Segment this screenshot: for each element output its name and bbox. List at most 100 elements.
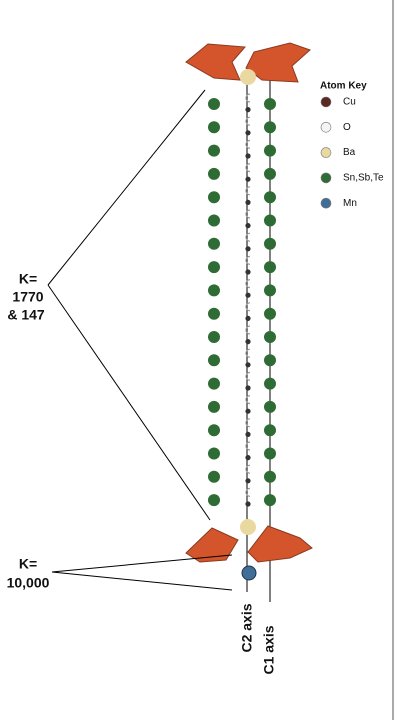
cu-atom — [245, 315, 251, 321]
k-line — [47, 89, 206, 286]
o-atom — [245, 487, 251, 497]
sn-atom — [264, 144, 276, 157]
o-atom — [245, 325, 251, 335]
sn-atom — [208, 214, 220, 227]
o-atom — [245, 418, 251, 428]
c1-axis-label: C1 axis — [261, 625, 277, 674]
sn-atom — [264, 354, 276, 367]
ba-atom — [240, 519, 256, 535]
k-label: 10,000 — [7, 575, 50, 591]
o-atom — [245, 209, 251, 219]
c2-axis-label: C2 axis — [239, 603, 255, 652]
octahedron — [185, 43, 247, 81]
sn-atom — [208, 424, 220, 437]
o-atom — [245, 255, 251, 265]
cu-atom — [245, 176, 251, 182]
sn-atom — [208, 167, 220, 180]
cu-atom — [245, 501, 251, 507]
sn-atom — [264, 284, 276, 297]
sn-atom — [264, 377, 276, 390]
cu-atom — [245, 223, 251, 229]
legend-swatch — [320, 122, 332, 133]
o-atom — [245, 464, 251, 474]
legend: Cu O Ba Sn,Sb,Te Mn — [320, 96, 384, 209]
sn-atom — [208, 144, 220, 157]
cu-atom — [245, 153, 251, 159]
o-atom — [245, 441, 251, 451]
octahedron — [185, 527, 239, 563]
sn-atom — [264, 307, 276, 320]
k-line — [51, 554, 233, 573]
mn-atom — [241, 565, 257, 581]
cu-atom — [245, 246, 251, 252]
ba-atom — [240, 69, 256, 85]
o-atom — [245, 279, 251, 289]
legend-label: Ba — [343, 147, 356, 158]
sn-atom — [208, 284, 220, 297]
cu-atom — [245, 269, 251, 275]
sn-atom — [208, 400, 220, 413]
legend-swatch — [320, 197, 332, 209]
cu-atom — [245, 107, 251, 113]
sn-atom — [264, 261, 276, 274]
sn-atom — [208, 377, 220, 390]
cu-atom — [245, 455, 251, 461]
sn-atom — [208, 307, 220, 320]
legend-swatch — [320, 172, 332, 184]
legend-swatch — [320, 147, 332, 158]
sn-atom — [208, 494, 220, 507]
o-atom — [245, 302, 251, 312]
o-atom — [245, 163, 251, 173]
sn-atom — [264, 121, 276, 134]
o-atom — [245, 186, 251, 196]
o-atom — [245, 116, 251, 126]
sn-atom — [208, 331, 220, 343]
o-atom — [245, 139, 251, 149]
o-atom — [245, 395, 251, 405]
cu-atom — [245, 385, 251, 391]
legend-label: O — [343, 122, 351, 133]
cu-atom — [245, 408, 251, 414]
sn-atom — [264, 167, 276, 180]
k-label: & 147 — [7, 307, 45, 323]
sn-atom — [264, 237, 276, 250]
k-label: K= — [19, 556, 37, 572]
cu-atom — [245, 292, 251, 298]
o-atom — [245, 371, 251, 381]
cu-atom — [245, 339, 251, 345]
octahedra — [185, 42, 313, 563]
sn-atom — [264, 424, 276, 437]
sn-atom — [208, 191, 220, 204]
cu-atom — [245, 199, 251, 205]
legend-label: Mn — [343, 198, 357, 209]
sn-atom — [208, 261, 220, 274]
sn-atom — [264, 98, 276, 110]
k-label: 1770 — [12, 289, 43, 305]
cu-atom — [245, 362, 251, 368]
cu-atom — [245, 130, 251, 136]
sn-atom — [264, 494, 276, 507]
sn-atom — [264, 191, 276, 204]
k-label: K= — [19, 271, 37, 287]
sn-atom — [208, 121, 220, 134]
sn-atom — [208, 237, 220, 250]
sn-atom — [264, 331, 276, 343]
k-lines — [47, 89, 233, 591]
cu-atom — [245, 478, 251, 484]
sn-atom — [264, 400, 276, 413]
sn-atom — [264, 214, 276, 227]
legend-label: Sn,Sb,Te — [343, 173, 384, 184]
o-atom — [245, 93, 251, 103]
legend-label: Cu — [343, 97, 356, 108]
o-atom — [245, 348, 251, 358]
sn-atom — [208, 98, 220, 110]
sn-atom — [208, 354, 220, 367]
k-line — [47, 284, 211, 521]
octahedron — [247, 525, 313, 563]
k-line — [51, 571, 233, 591]
cu-atom — [245, 431, 251, 437]
sn-atom — [264, 447, 276, 460]
legend-title: Atom Key — [320, 81, 367, 92]
legend-swatch — [320, 96, 332, 108]
